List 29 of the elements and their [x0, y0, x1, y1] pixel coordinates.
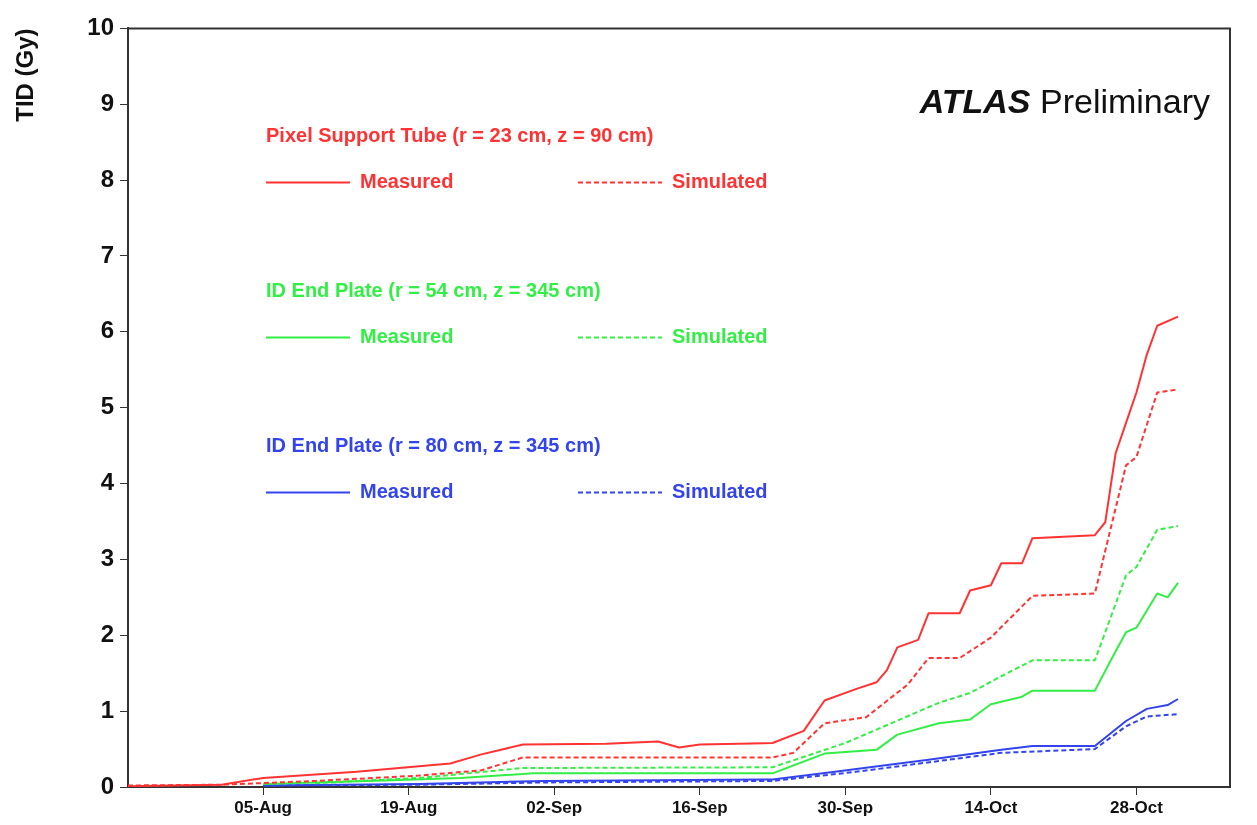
legend-label: Simulated [672, 479, 768, 502]
y-axis-title: TID (Gy) [11, 28, 39, 122]
y-tick-label: 0 [100, 771, 114, 799]
y-tick-label: 9 [100, 88, 114, 116]
annotation: ID End Plate (r = 80 cm, z = 345 cm) [266, 433, 601, 456]
legend-label: Measured [360, 324, 454, 347]
y-tick-label: 6 [100, 316, 114, 344]
legend-label: Simulated [672, 324, 768, 347]
legend-label: Measured [360, 169, 454, 192]
x-tick-label: 28-Oct [1109, 797, 1164, 817]
y-tick-label: 8 [100, 164, 114, 192]
x-tick-label: 19-Aug [379, 797, 438, 817]
y-tick-label: 1 [100, 695, 114, 723]
y-tick-label: 4 [100, 468, 115, 496]
y-tick-label: 10 [87, 13, 114, 41]
annotation: ATLAS Preliminary [918, 82, 1210, 121]
x-tick-label: 30-Sep [817, 797, 874, 817]
y-tick-label: 5 [100, 392, 114, 420]
x-tick-label: 02-Sep [526, 797, 583, 817]
y-tick-label: 3 [100, 544, 114, 572]
annotation: ID End Plate (r = 54 cm, z = 345 cm) [266, 278, 601, 301]
x-tick-label: 05-Aug [234, 797, 292, 817]
legend-label: Simulated [672, 169, 768, 192]
x-tick-label: 14-Oct [964, 797, 1018, 817]
x-tick-label: 16-Sep [671, 797, 728, 817]
annotation: Pixel Support Tube (r = 23 cm, z = 90 cm) [266, 123, 654, 146]
y-tick-label: 7 [100, 240, 114, 268]
y-tick-label: 2 [100, 619, 114, 647]
legend-label: Measured [360, 479, 454, 502]
